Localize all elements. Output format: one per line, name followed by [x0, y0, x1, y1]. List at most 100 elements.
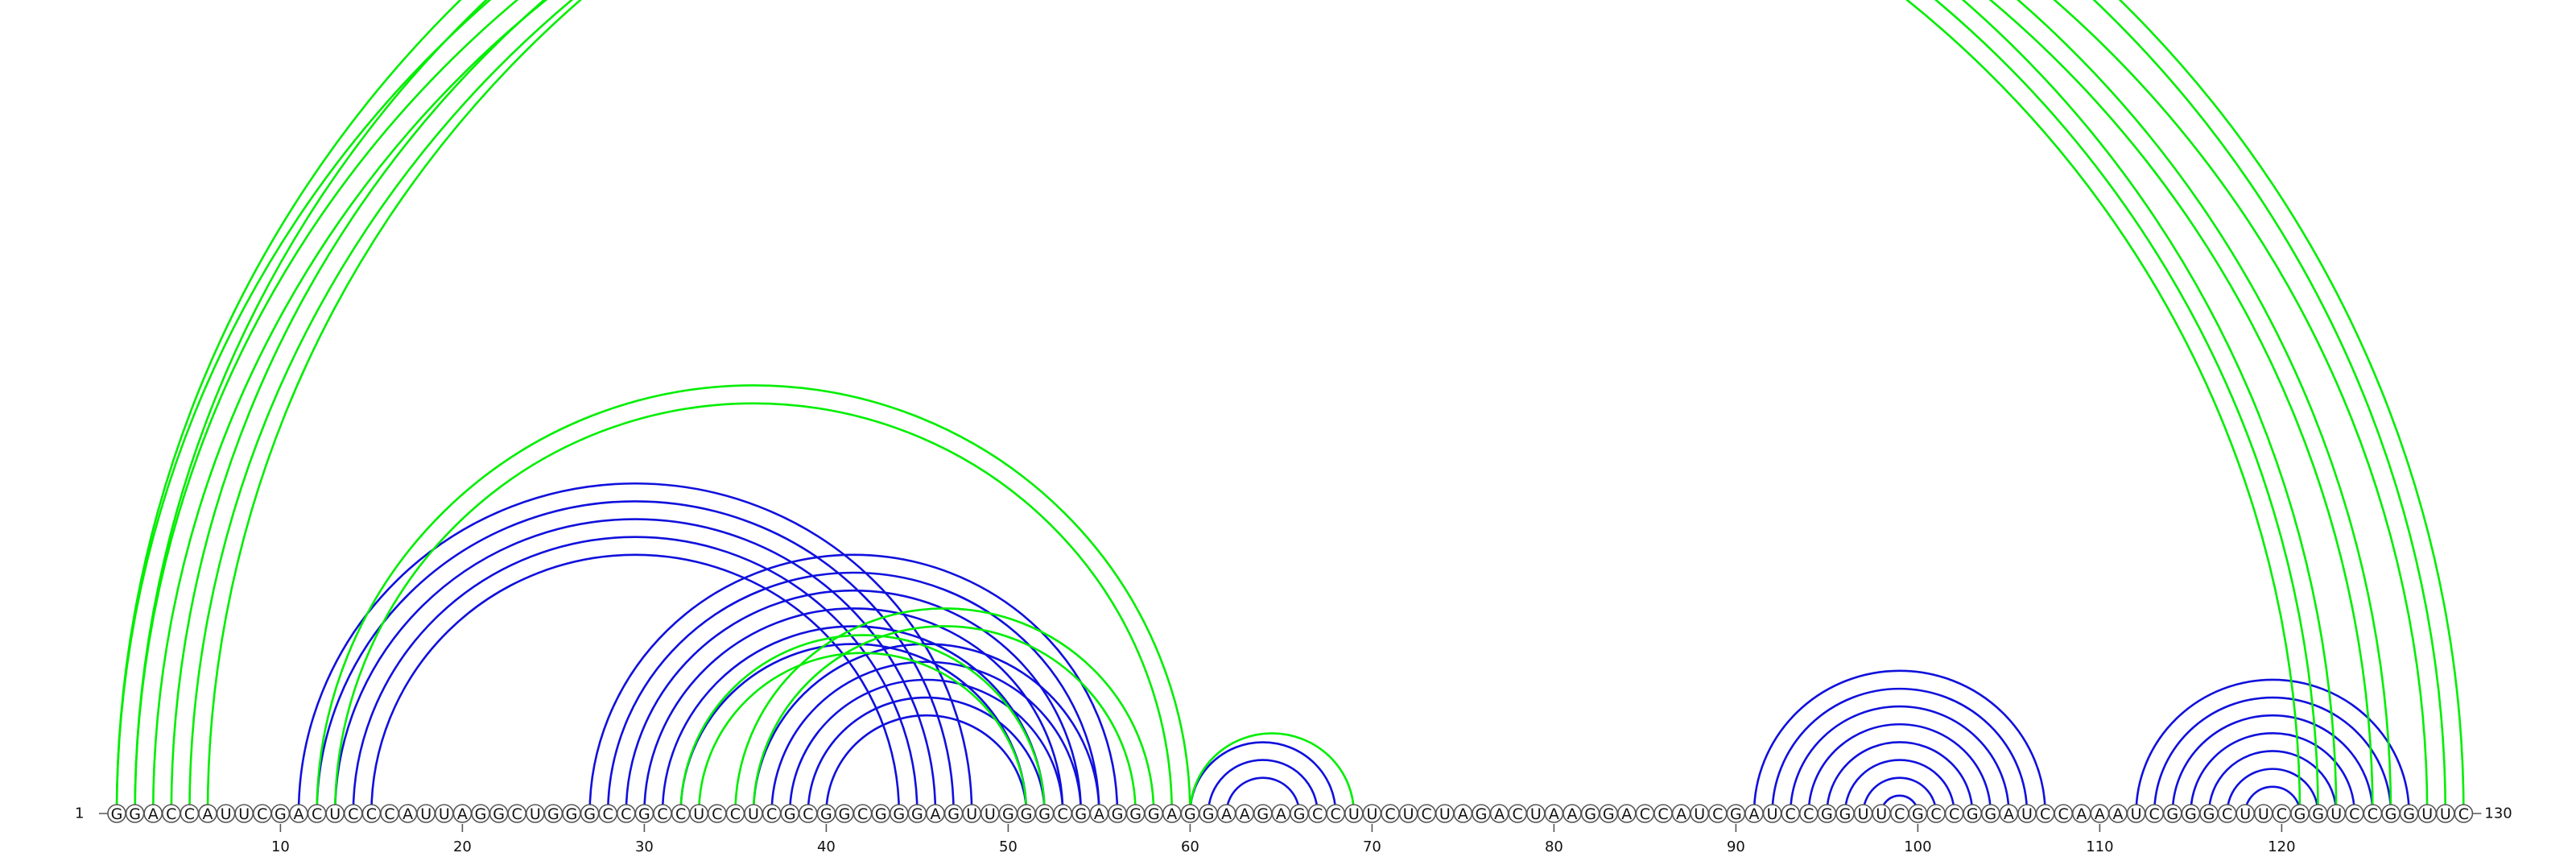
svg-text:U: U [2330, 805, 2342, 823]
nucleotide: A [1216, 804, 1236, 823]
nucleotide: A [1544, 804, 1564, 823]
nucleotide: G [270, 804, 291, 823]
tick-label: 20 [453, 838, 472, 855]
nucleotide: C [252, 804, 272, 823]
svg-text:U: U [1530, 805, 1542, 823]
nucleotide: G [489, 804, 509, 823]
nucleotide: G [816, 804, 836, 823]
svg-text:U: U [238, 805, 250, 823]
svg-text:U: U [1767, 805, 1778, 823]
svg-text:G: G [1021, 805, 1033, 823]
svg-text:A: A [2076, 805, 2087, 823]
svg-text:U: U [748, 805, 759, 823]
svg-text:C: C [2277, 805, 2287, 823]
nucleotide: U [434, 804, 454, 823]
blue-pair-arc-14-45 [352, 536, 919, 814]
nucleotide: G [835, 804, 854, 823]
nucleotide: C [1635, 804, 1655, 823]
svg-text:A: A [1567, 805, 1578, 823]
nucleotide: G [871, 804, 890, 823]
svg-text:G: G [566, 805, 578, 823]
svg-text:C: C [1422, 805, 1432, 823]
green-pair-arc-1-130 [115, 0, 2465, 814]
svg-text:C: C [366, 805, 377, 823]
nucleotide: G [1580, 804, 1600, 823]
nucleotide: U [416, 804, 436, 823]
svg-text:A: A [1221, 805, 1232, 823]
nucleotide: G [1108, 804, 1127, 823]
nucleotide: G [943, 804, 964, 823]
svg-text:G: G [911, 805, 923, 823]
nucleotide: C [361, 804, 382, 823]
nucleotide: G [1034, 804, 1055, 823]
nucleotide: C [707, 804, 727, 823]
nucleotide: G [1599, 804, 1618, 823]
svg-text:U: U [2021, 805, 2033, 823]
svg-text:A: A [1458, 805, 1468, 823]
nucleotide: U [1435, 804, 1455, 823]
svg-text:C: C [384, 805, 394, 823]
nucleotide: C [616, 804, 636, 823]
svg-text:C: C [1058, 805, 1068, 823]
svg-text:C: C [803, 805, 813, 823]
svg-text:G: G [475, 805, 487, 823]
nucleotide: G [634, 804, 654, 823]
svg-text:C: C [512, 805, 522, 823]
svg-text:C: C [766, 805, 777, 823]
svg-text:G: G [1603, 805, 1615, 823]
blue-pair-arc-28-55 [606, 571, 1100, 814]
svg-text:U: U [420, 805, 431, 823]
nucleotide: U [2017, 804, 2037, 823]
svg-text:C: C [603, 805, 613, 823]
svg-text:G: G [1912, 805, 1924, 823]
nucleotide: C [671, 804, 691, 823]
svg-text:U: U [2440, 805, 2451, 823]
svg-text:C: C [2222, 805, 2232, 823]
svg-text:G: G [947, 805, 960, 823]
svg-text:G: G [784, 805, 796, 823]
nucleotide: C [1381, 804, 1400, 823]
nucleotide: G [2290, 804, 2310, 823]
svg-text:C: C [857, 805, 868, 823]
green-pair-arc-12-60 [316, 384, 1191, 814]
svg-text:U: U [221, 805, 232, 823]
nucleotide: A [1162, 804, 1182, 823]
svg-text:G: G [1002, 805, 1014, 823]
nucleotide: G [2399, 804, 2419, 823]
svg-text:A: A [931, 805, 941, 823]
nucleotide: U [689, 804, 709, 823]
svg-text:C: C [2349, 805, 2359, 823]
svg-text:G: G [638, 805, 650, 823]
nucleotide: G [1963, 804, 1982, 823]
green-pair-arc-5-125 [188, 0, 2374, 814]
tick-label: 30 [635, 838, 654, 855]
nucleotide: G [2163, 804, 2182, 823]
nucleotide: U [525, 804, 545, 823]
blue-pair-arc-11-48 [297, 482, 973, 814]
nucleotide: A [289, 804, 308, 823]
nucleotide: G [780, 804, 800, 823]
green-pair-arc-35-58 [734, 607, 1155, 814]
nucleotide: G [2199, 804, 2219, 823]
svg-text:G: G [111, 805, 123, 823]
blue-pair-arc-36-55 [752, 643, 1100, 814]
svg-text:G: G [839, 805, 851, 823]
nucleotide: G [890, 804, 909, 823]
svg-text:U: U [329, 805, 341, 823]
svg-text:G: G [493, 805, 505, 823]
nucleotide: C [507, 804, 527, 823]
green-pair-arc-60-69 [1189, 732, 1356, 814]
svg-text:U: U [693, 805, 704, 823]
tick-label: 120 [2268, 838, 2295, 855]
svg-text:C: C [675, 805, 686, 823]
svg-text:G: G [2166, 805, 2178, 823]
svg-text:G: G [1075, 805, 1087, 823]
svg-text:A: A [1240, 805, 1250, 823]
svg-text:G: G [1038, 805, 1051, 823]
svg-text:G: G [1129, 805, 1141, 823]
green-pair-arc-6-128 [206, 0, 2429, 814]
nucleotide: G [471, 804, 490, 823]
nucleotide: A [452, 804, 473, 823]
